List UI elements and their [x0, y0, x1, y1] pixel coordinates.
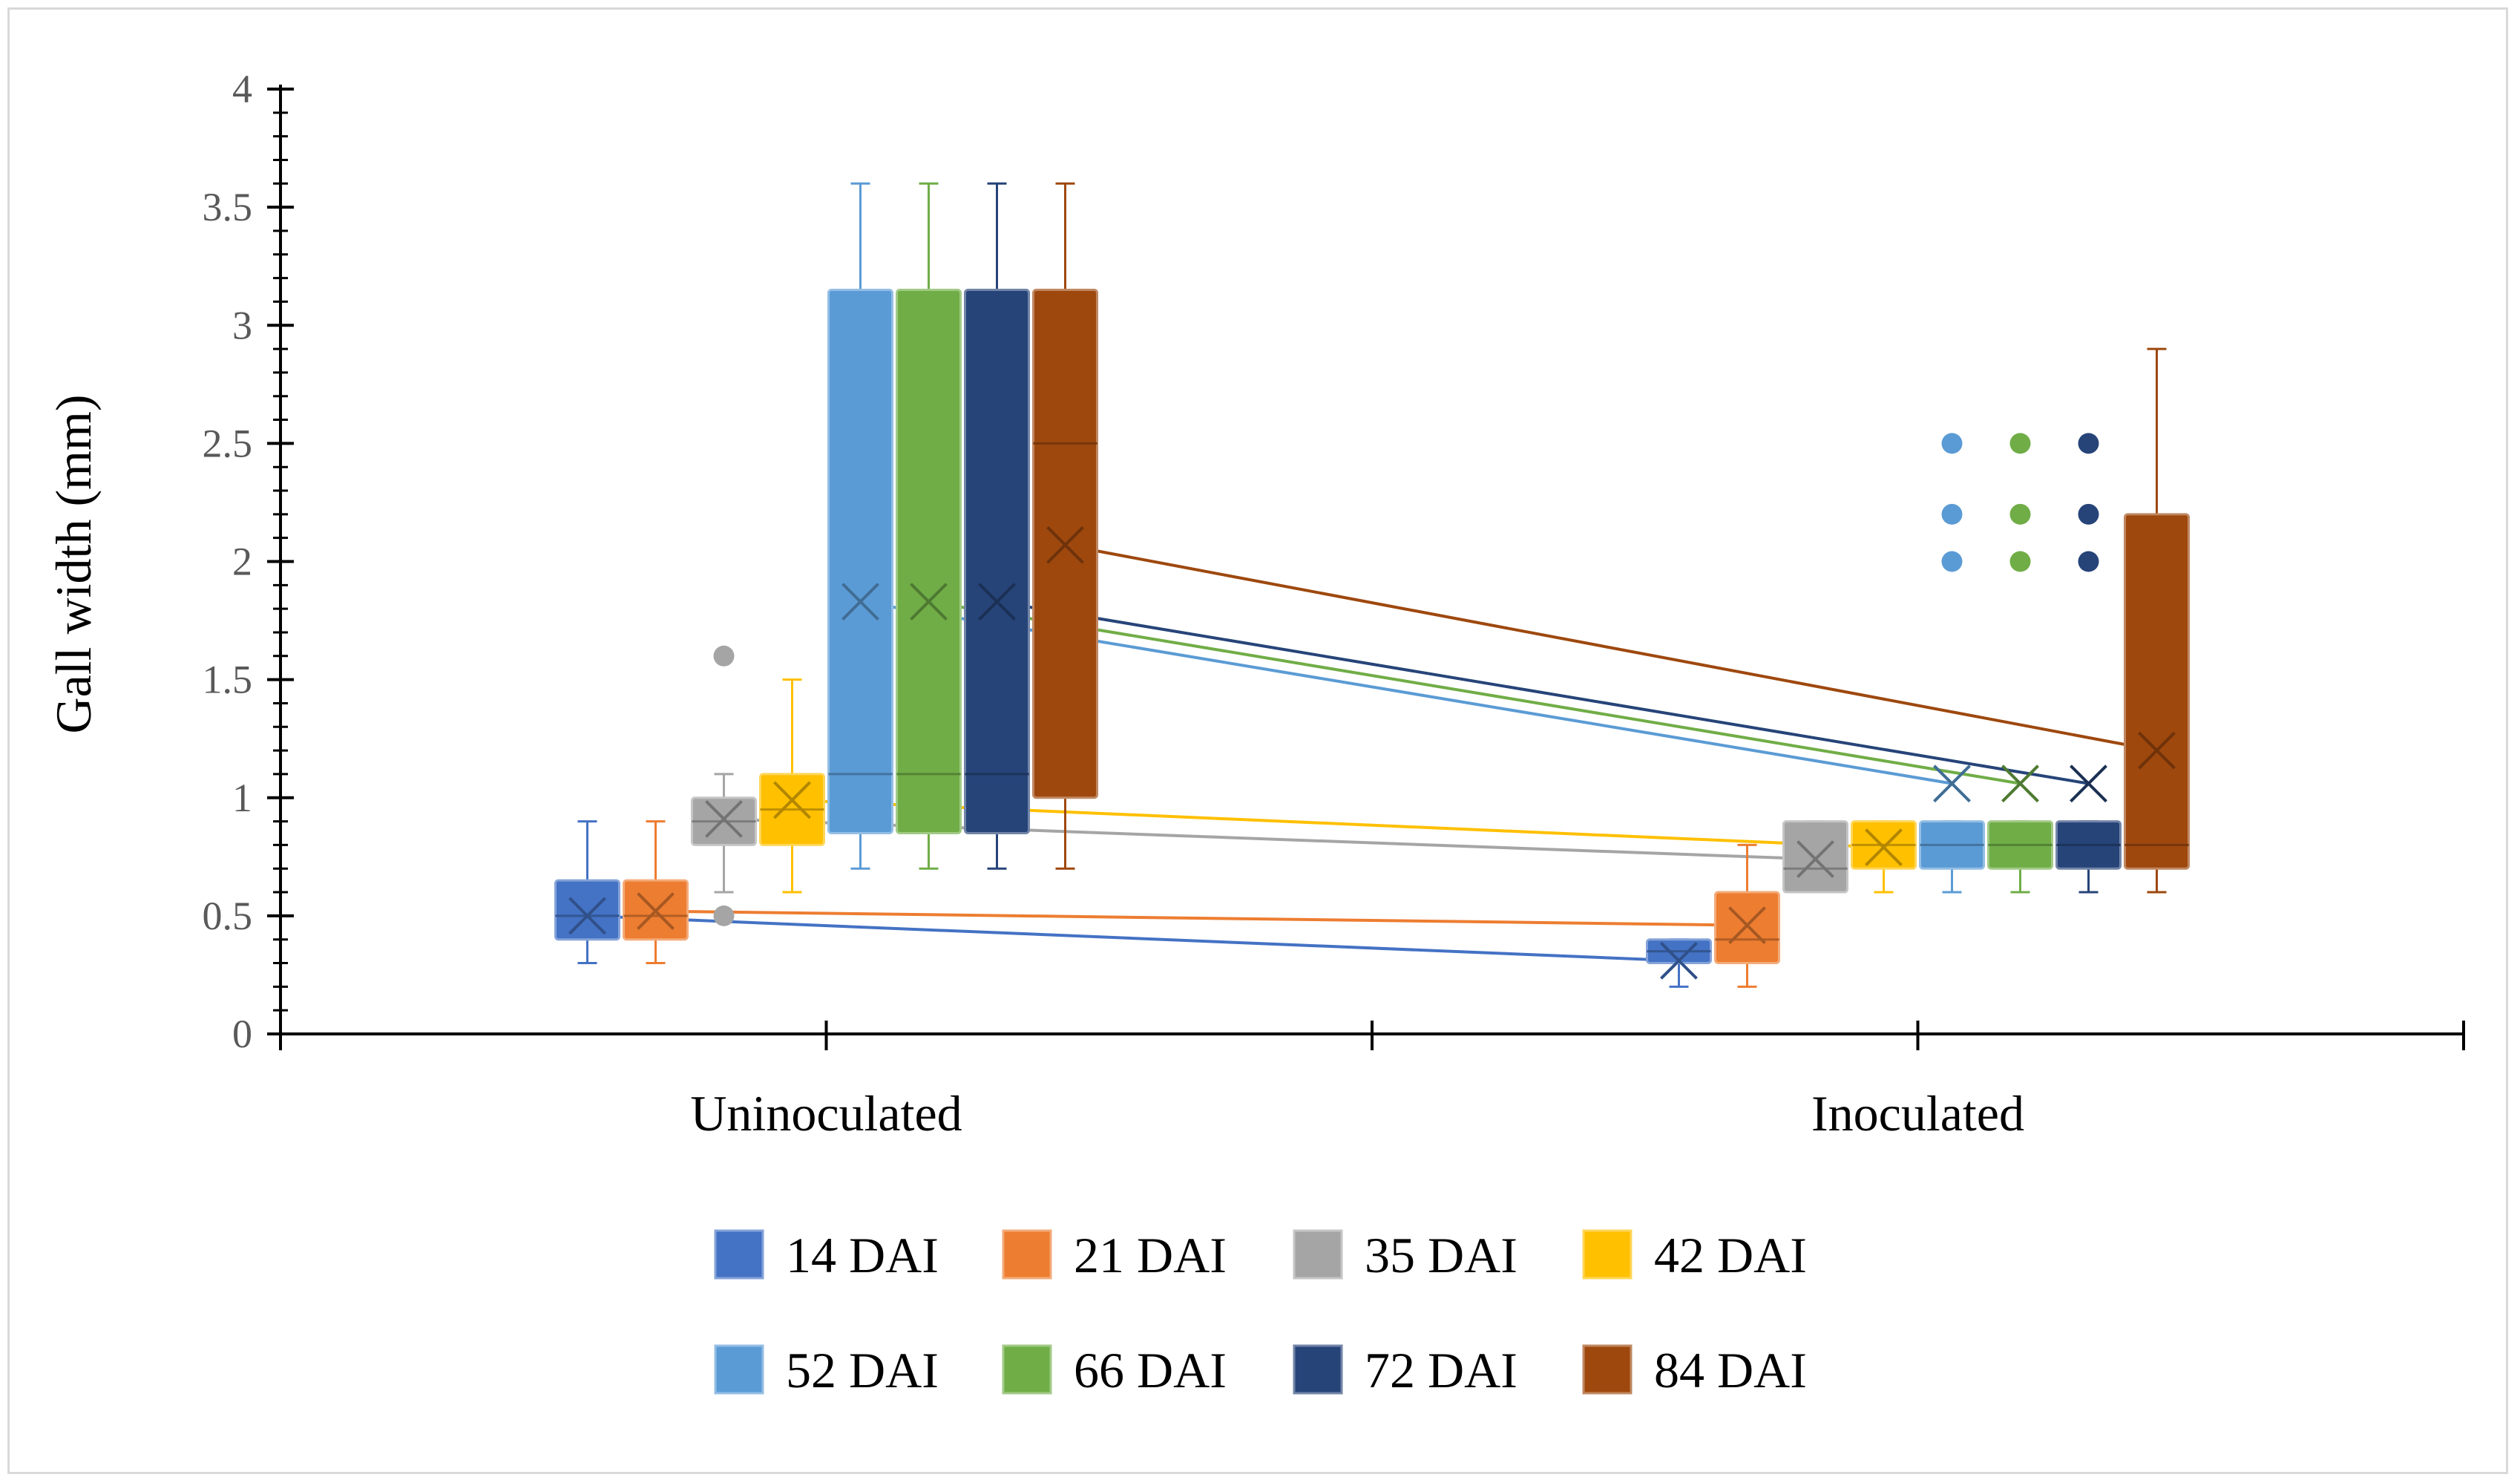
axes: 0 0.5 1 1.5 2 2.5 3 3.5 4 Uninoculated Inoculated [203, 67, 2465, 1142]
mean-marker [910, 583, 948, 621]
box [827, 182, 893, 870]
legend-item: 35 DAI [1293, 1227, 1517, 1283]
x-category-label: Inoculated [1811, 1085, 2024, 1142]
chart-frame [7, 7, 2508, 1474]
iqr-box [964, 289, 1030, 834]
mean-marker [978, 583, 1016, 621]
iqr-box [896, 289, 962, 834]
box [1987, 433, 2053, 894]
y-tick-label: 4 [232, 67, 252, 111]
legend-label: 35 DAI [1365, 1227, 1517, 1283]
legend-item: 21 DAI [1002, 1227, 1227, 1283]
legend-label: 84 DAI [1654, 1342, 1807, 1398]
box [1851, 820, 1917, 894]
box [2124, 347, 2190, 894]
box [896, 182, 962, 870]
plot-area [554, 182, 2190, 988]
mean-line [655, 909, 1748, 927]
box [1646, 938, 1712, 988]
y-tick-label: 3 [232, 303, 252, 347]
box [691, 645, 757, 926]
y-tick-label: 3.5 [203, 185, 253, 229]
legend-swatch [714, 1229, 764, 1280]
box [623, 820, 689, 965]
y-tick-label: 2 [232, 540, 252, 584]
legend-item: 42 DAI [1582, 1227, 1807, 1283]
box [2055, 433, 2122, 894]
legend-label: 72 DAI [1365, 1342, 1517, 1398]
legend-swatch [1582, 1229, 1633, 1280]
outlier-point [2009, 503, 2031, 525]
y-tick-label: 0 [232, 1012, 252, 1056]
iqr-box [1782, 820, 1848, 894]
y-tick-label: 2.5 [203, 421, 253, 465]
mean-marker [841, 583, 879, 621]
mean-line [997, 600, 2089, 785]
mean-marker [1046, 526, 1084, 564]
box [554, 820, 620, 965]
mean-marker [1933, 765, 1971, 803]
legend-swatch [1002, 1344, 1052, 1395]
iqr-box [554, 879, 620, 941]
box [1032, 182, 1098, 870]
box [964, 182, 1030, 870]
mean-marker [1797, 840, 1834, 878]
outlier-point [1941, 551, 1963, 572]
mean-marker [637, 892, 675, 930]
legend-item: 52 DAI [714, 1342, 939, 1398]
legend-label: 66 DAI [1074, 1342, 1227, 1398]
mean-marker [2138, 731, 2176, 770]
mean-marker [1728, 906, 1766, 945]
outlier-point [2078, 551, 2099, 572]
legend-item: 66 DAI [1002, 1342, 1227, 1398]
mean-line [1065, 543, 2157, 753]
mean-marker [1660, 941, 1698, 980]
legend-label: 14 DAI [786, 1227, 939, 1283]
iqr-box [1714, 891, 1780, 965]
outlier-point [1941, 503, 1963, 525]
legend: 14 DAI 21 DAI 35 DAI 42 DAI 52 DAI 66 DAI 72 D… [714, 1227, 1807, 1398]
legend-item: 84 DAI [1582, 1342, 1807, 1398]
iqr-box [827, 289, 893, 834]
mean-marker [2070, 765, 2107, 803]
legend-swatch [1293, 1229, 1343, 1280]
legend-swatch [714, 1344, 764, 1395]
mean-marker [2001, 765, 2039, 803]
legend-label: 21 DAI [1074, 1227, 1227, 1283]
legend-label: 42 DAI [1654, 1227, 1807, 1283]
box [1919, 433, 1985, 894]
mean-line [587, 914, 1679, 963]
legend-item: 14 DAI [714, 1227, 939, 1283]
outlier-point [1941, 433, 1963, 454]
legend-swatch [1582, 1344, 1633, 1395]
box [1782, 820, 1848, 894]
mean-line [928, 600, 2021, 785]
x-category-label: Uninoculated [690, 1085, 962, 1142]
legend-swatch [1002, 1229, 1052, 1280]
box [759, 678, 825, 894]
y-tick-label: 1.5 [203, 658, 253, 702]
legend-label: 52 DAI [786, 1342, 939, 1398]
iqr-box [2124, 513, 2190, 870]
outlier-point [713, 905, 735, 926]
outlier-point [2009, 551, 2031, 572]
y-tick-label: 1 [232, 776, 252, 820]
mean-marker [568, 897, 606, 935]
outlier-point [713, 645, 735, 667]
mean-marker [1865, 828, 1903, 866]
y-tick-label: 0.5 [203, 894, 253, 938]
y-axis-title: Gall width (mm) [45, 394, 102, 733]
outlier-point [2078, 503, 2099, 525]
mean-marker [773, 781, 811, 819]
legend-item: 72 DAI [1293, 1342, 1517, 1398]
outlier-point [2009, 433, 2031, 454]
box [1714, 843, 1780, 988]
mean-marker [705, 799, 743, 838]
legend-swatch [1293, 1344, 1343, 1395]
outlier-point [2078, 433, 2099, 454]
